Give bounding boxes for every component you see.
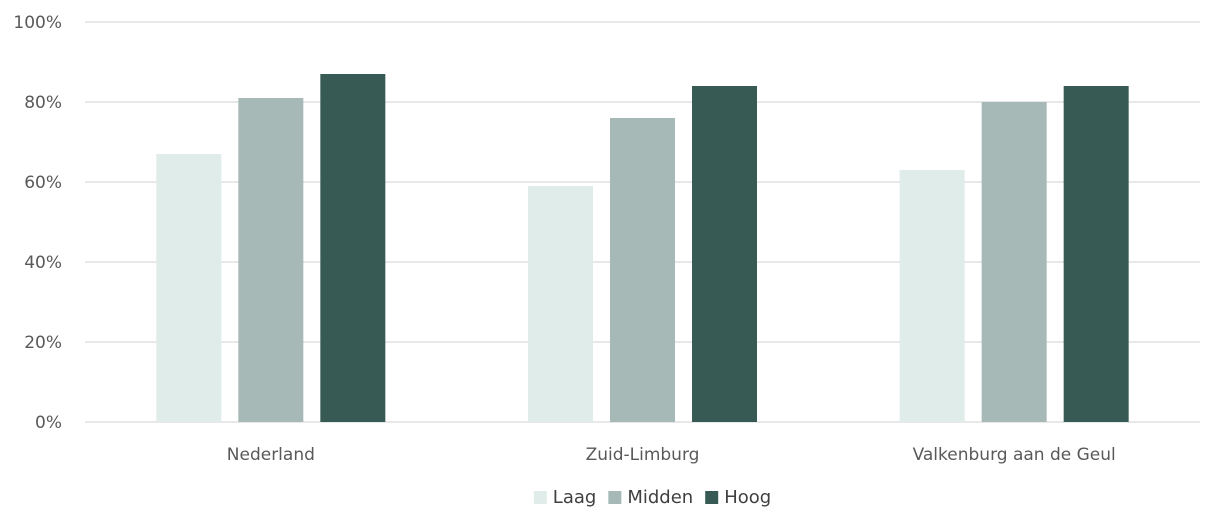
y-tick-label: 100% bbox=[13, 13, 62, 33]
bar-laag-2 bbox=[528, 186, 593, 422]
y-tick-label: 60% bbox=[24, 173, 62, 193]
y-tick-label: 80% bbox=[24, 93, 62, 113]
legend: Laag Midden Hoog bbox=[533, 487, 771, 508]
bar-midden-2 bbox=[610, 118, 675, 422]
bar-laag-1 bbox=[156, 154, 222, 422]
legend-label-hoog: Hoog bbox=[724, 487, 771, 508]
y-axis-tick-labels: 0% 20% 40% 60% 80% 100% bbox=[13, 13, 62, 433]
legend-label-laag: Laag bbox=[553, 487, 597, 508]
y-tick-label: 0% bbox=[35, 413, 62, 433]
bars bbox=[156, 74, 1129, 422]
x-category-label: Zuid-Limburg bbox=[586, 445, 700, 465]
bar-hoog-1 bbox=[320, 74, 386, 422]
x-category-label: Valkenburg aan de Geul bbox=[913, 445, 1116, 465]
bar-laag-3 bbox=[899, 170, 965, 422]
bar-hoog-2 bbox=[692, 86, 757, 422]
bar-midden-1 bbox=[238, 98, 304, 422]
legend-swatch-hoog bbox=[705, 491, 719, 504]
legend-swatch-midden bbox=[608, 491, 622, 504]
x-category-label: Nederland bbox=[227, 445, 315, 465]
x-axis-category-labels: Nederland Zuid-Limburg Valkenburg aan de G… bbox=[227, 445, 1116, 465]
legend-swatch-laag bbox=[533, 491, 547, 504]
bar-midden-3 bbox=[981, 102, 1047, 422]
y-tick-label: 40% bbox=[24, 253, 62, 273]
bar-hoog-3 bbox=[1063, 86, 1129, 422]
y-tick-label: 20% bbox=[24, 333, 62, 353]
legend-label-midden: Midden bbox=[627, 487, 693, 508]
